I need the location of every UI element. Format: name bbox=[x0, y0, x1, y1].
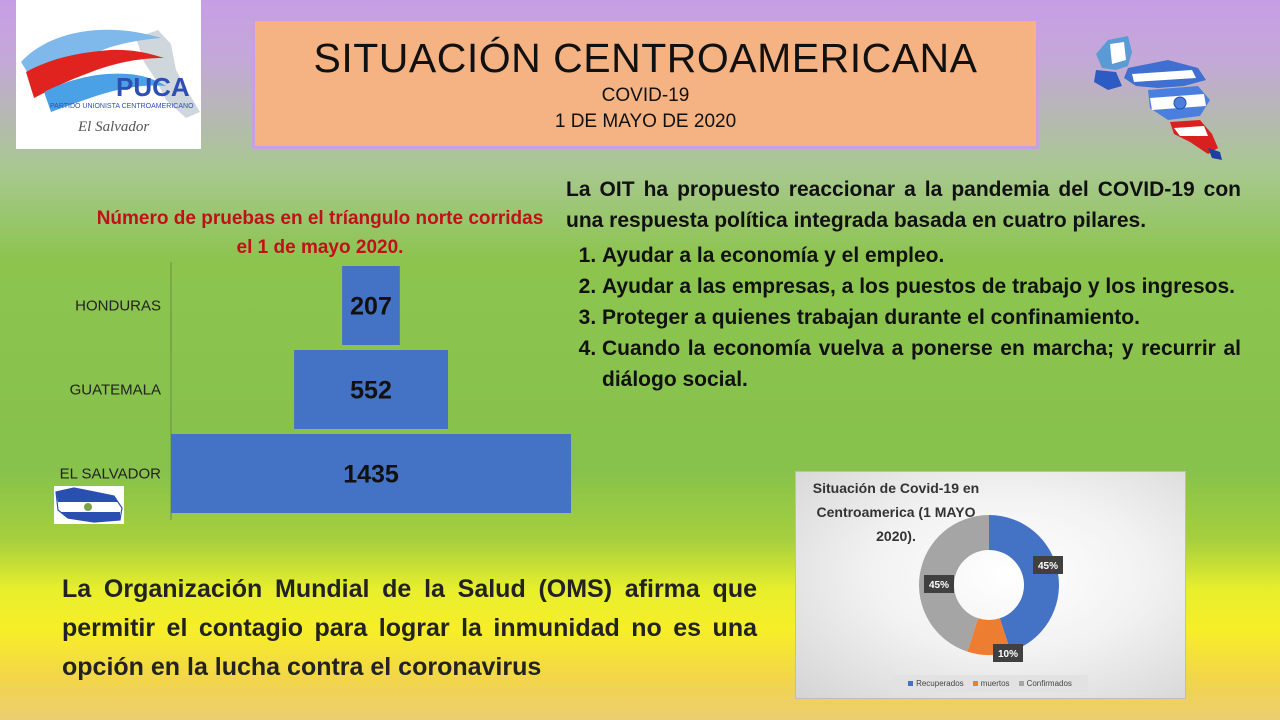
list-item: Proteger a quienes trabajan durante el c… bbox=[602, 302, 1241, 333]
page-subtitle: COVID-19 bbox=[601, 85, 690, 106]
data-label-text: 45% bbox=[929, 580, 949, 591]
legend-label: muertos bbox=[980, 679, 1010, 688]
oms-statement: La Organización Mundial de la Salud (OMS… bbox=[62, 575, 757, 681]
svg-text:PARTIDO UNIONISTA CENTROAMERIC: PARTIDO UNIONISTA CENTROAMERICANO bbox=[50, 103, 194, 110]
legend-swatch bbox=[972, 681, 978, 686]
el-salvador-flag-map-image bbox=[54, 486, 124, 524]
legend-swatch bbox=[1018, 681, 1024, 686]
slice-confirmados bbox=[919, 515, 989, 652]
oit-intro: La OIT ha propuesto reaccionar a la pand… bbox=[566, 178, 1241, 232]
svg-text:El Salvador: El Salvador bbox=[77, 119, 149, 135]
covid-doughnut-chart-panel: 45% 10% 45% Situación de Covid-19 en Centr… bbox=[795, 471, 1186, 699]
category-label: EL SALVADOR bbox=[60, 466, 162, 483]
page-date: 1 DE MAYO DE 2020 bbox=[554, 111, 737, 132]
legend-label: Recuperados bbox=[916, 679, 964, 688]
list-item: Ayudar a la economía y el empleo. bbox=[602, 240, 1241, 271]
legend-entry-confirmados: Confirmados bbox=[1018, 679, 1072, 688]
legend-entry-recuperados: Recuperados bbox=[908, 679, 964, 688]
slice-recuperados bbox=[989, 515, 1059, 652]
category-label: GUATEMALA bbox=[70, 382, 161, 399]
doughnut-chart-title: Situación de Covid-19 en Centroamerica (… bbox=[812, 480, 980, 544]
pruebas-bar-chart: 207 HONDURAS 552 GUATEMALA 1435 EL SALVADOR bbox=[60, 262, 571, 520]
bar-guatemala bbox=[294, 350, 448, 429]
list-item: Ayudar a las empresas, a los puestos de … bbox=[602, 271, 1241, 302]
bar-honduras bbox=[342, 266, 400, 345]
oit-pillars-list: Ayudar a la economía y el empleo. Ayudar… bbox=[566, 240, 1241, 395]
legend-label: Confirmados bbox=[1026, 679, 1072, 688]
legend-swatch bbox=[908, 681, 914, 686]
oit-proposal-text: La OIT ha propuesto reaccionar a la pand… bbox=[566, 174, 1241, 395]
bar-value-label: 207 bbox=[350, 293, 392, 321]
puca-logo: PUCA PARTIDO UNIONISTA CENTROAMERICANO E… bbox=[16, 0, 201, 149]
data-label-text: 10% bbox=[998, 649, 1018, 660]
slice-data-label: 45% bbox=[1033, 556, 1063, 574]
data-label-box bbox=[924, 575, 954, 593]
slice-data-label: 10% bbox=[993, 644, 1023, 662]
bar-value-label: 552 bbox=[350, 377, 392, 405]
data-label-box bbox=[993, 644, 1023, 662]
list-item: Cuando la economía vuelva a ponerse en m… bbox=[602, 333, 1241, 395]
bar-chart-title: Número de pruebas en el tríangulo norte … bbox=[96, 208, 544, 258]
category-label: HONDURAS bbox=[75, 298, 161, 315]
legend-entry-muertos: muertos bbox=[972, 679, 1010, 688]
bar-el-salvador bbox=[171, 434, 571, 513]
data-label-box bbox=[1033, 556, 1063, 574]
svg-text:PUCA: PUCA bbox=[116, 72, 190, 102]
slice-data-label: 45% bbox=[924, 575, 954, 593]
doughnut-chart-legend: Recuperados muertos Confirmados bbox=[892, 675, 1088, 692]
bar-value-label: 1435 bbox=[343, 461, 399, 489]
header-banner: SITUACIÓN CENTROAMERICANA COVID-19 1 DE … bbox=[252, 18, 1039, 149]
covid-doughnut-chart: 45% 10% 45% bbox=[919, 515, 1063, 662]
page-title: SITUACIÓN CENTROAMERICANA bbox=[313, 35, 978, 81]
central-america-map-image bbox=[1088, 30, 1228, 170]
data-label-text: 45% bbox=[1038, 561, 1058, 572]
